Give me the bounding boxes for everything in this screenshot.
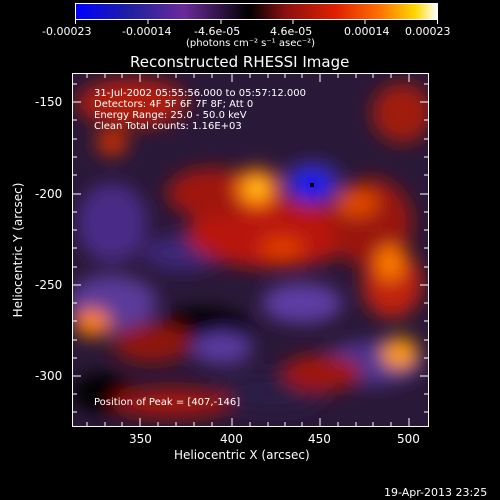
x-tick-label: 500	[397, 432, 420, 446]
colorbar-tick-label: -0.00014	[122, 25, 172, 38]
x-tick-label: 450	[308, 432, 331, 446]
x-axis-title: Heliocentric X (arcsec)	[174, 448, 310, 462]
y-tick-label: -250	[35, 278, 63, 292]
plot-title: Reconstructed RHESSI Image	[130, 53, 350, 71]
colorbar	[75, 3, 438, 20]
colorbar-tick-label: 0.00023	[405, 25, 451, 38]
colorbar-units: (photons cm⁻² s⁻¹ asec⁻²)	[186, 38, 316, 49]
colorbar-tick-label: 0.00014	[344, 25, 390, 38]
peak-position: Position of Peak = [407,-146]	[94, 397, 241, 408]
info-line: Clean Total counts: 1.16E+03	[94, 121, 242, 132]
x-tick-label: 400	[220, 432, 243, 446]
x-tick-label: 350	[129, 432, 152, 446]
info-line: Detectors: 4F 5F 6F 7F 8F; Att 0	[94, 99, 254, 110]
y-tick-label: -300	[35, 369, 63, 383]
info-line: Energy Range: 25.0 - 50.0 keV	[94, 110, 247, 121]
y-axis-title: Heliocentric Y (arcsec)	[11, 182, 25, 318]
timestamp: 19-Apr-2013 23:25	[384, 486, 488, 499]
colorbar-ticks	[75, 20, 438, 24]
y-tick-label: -150	[35, 95, 63, 109]
colorbar-tick-label: -0.00023	[42, 25, 92, 38]
colorbar-tick-label: 4.6e-05	[270, 25, 313, 38]
y-tick-label: -200	[35, 187, 63, 201]
heatmap-image	[72, 73, 428, 426]
colorbar-tick-label: -4.6e-05	[194, 25, 241, 38]
info-line: 31-Jul-2002 05:55:56.000 to 05:57:12.000	[94, 88, 306, 99]
